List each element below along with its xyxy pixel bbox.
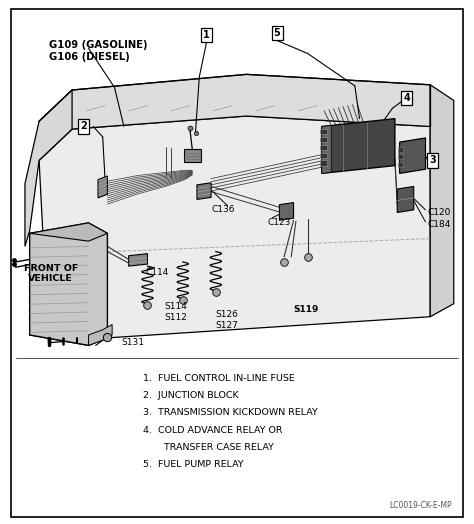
Text: 3: 3 — [429, 155, 436, 166]
Polygon shape — [98, 176, 108, 198]
Bar — [398, 147, 403, 151]
Text: S126: S126 — [216, 310, 239, 319]
Polygon shape — [322, 118, 395, 173]
Polygon shape — [39, 116, 430, 343]
Text: 2: 2 — [81, 122, 87, 132]
Polygon shape — [30, 223, 108, 241]
Text: C114: C114 — [145, 268, 168, 277]
Text: LC0019-CK-E-MP: LC0019-CK-E-MP — [389, 500, 451, 509]
Text: 5: 5 — [273, 28, 281, 38]
Bar — [320, 152, 328, 158]
Polygon shape — [397, 187, 414, 213]
Text: 3.  TRANSMISSION KICKDOWN RELAY: 3. TRANSMISSION KICKDOWN RELAY — [143, 409, 318, 418]
Text: C123: C123 — [268, 219, 291, 227]
Polygon shape — [30, 223, 108, 345]
Text: 4.  COLD ADVANCE RELAY OR: 4. COLD ADVANCE RELAY OR — [143, 425, 282, 435]
Text: C136: C136 — [211, 205, 235, 214]
Text: 2.  JUNCTION BLOCK: 2. JUNCTION BLOCK — [143, 391, 238, 400]
Text: G109 (GASOLINE)
G106 (DIESEL): G109 (GASOLINE) G106 (DIESEL) — [48, 40, 147, 62]
Bar — [184, 149, 201, 162]
Bar — [398, 154, 403, 159]
Polygon shape — [279, 203, 293, 220]
Text: S131: S131 — [121, 339, 145, 347]
Bar — [320, 129, 328, 134]
Bar — [320, 137, 328, 142]
Polygon shape — [400, 138, 426, 173]
Text: 1: 1 — [203, 30, 210, 40]
Polygon shape — [197, 183, 211, 200]
Text: S114: S114 — [164, 302, 187, 311]
Text: 1.  FUEL CONTROL IN-LINE FUSE: 1. FUEL CONTROL IN-LINE FUSE — [143, 374, 294, 383]
Bar — [320, 145, 328, 150]
Bar — [398, 162, 403, 167]
Text: C120: C120 — [428, 208, 451, 217]
Polygon shape — [322, 125, 331, 173]
Bar — [320, 160, 328, 166]
Text: 5.  FUEL PUMP RELAY: 5. FUEL PUMP RELAY — [143, 460, 243, 469]
Text: C184: C184 — [428, 220, 451, 229]
Polygon shape — [25, 90, 72, 246]
Polygon shape — [128, 254, 147, 266]
Text: TRANSFER CASE RELAY: TRANSFER CASE RELAY — [143, 443, 273, 452]
Text: 4: 4 — [403, 93, 410, 103]
Text: S112: S112 — [164, 313, 187, 322]
Text: S119: S119 — [293, 305, 319, 314]
Polygon shape — [89, 324, 112, 345]
Polygon shape — [430, 85, 454, 316]
Text: S127: S127 — [216, 321, 239, 330]
Polygon shape — [39, 74, 430, 160]
Text: FRONT OF
VEHICLE: FRONT OF VEHICLE — [24, 264, 78, 283]
